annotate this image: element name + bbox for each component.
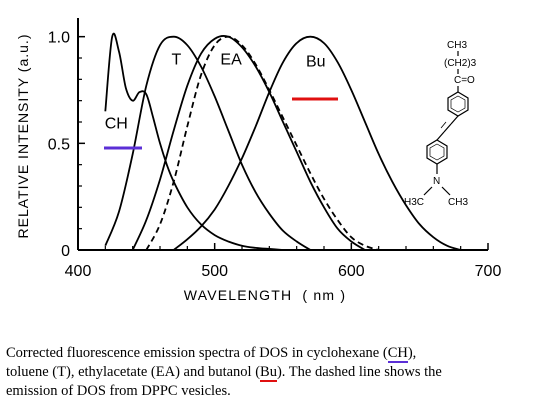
curve-label-ea: EA bbox=[220, 51, 242, 68]
caption-text: Corrected fluorescence emission spectra … bbox=[6, 345, 388, 361]
series-line-t bbox=[104, 35, 311, 251]
caption-line-3: emission of DOS from DPPC vesicles. bbox=[6, 383, 231, 399]
y-tick-label: 0 bbox=[61, 243, 70, 260]
x-tick-label: 600 bbox=[338, 263, 365, 280]
axes bbox=[77, 18, 488, 251]
bond bbox=[436, 131, 445, 141]
benzene-ring-top-inner bbox=[450, 95, 466, 113]
y-tick-label: 1.0 bbox=[48, 30, 70, 47]
curve-label-t: T bbox=[172, 51, 182, 68]
y-tick-label: 0.5 bbox=[48, 136, 70, 153]
benzene-ring-bottom-inner bbox=[429, 143, 445, 161]
figure-caption: Corrected fluorescence emission spectra … bbox=[6, 344, 554, 401]
curve-label-ch: CH bbox=[105, 115, 128, 132]
structure-ch3-top: CH3 bbox=[447, 40, 467, 51]
x-axis-title: WAVELENGTH ( nm ) bbox=[184, 287, 346, 303]
caption-bu-highlight: Bu bbox=[260, 364, 277, 382]
caption-line-1: Corrected fluorescence emission spectra … bbox=[6, 344, 554, 363]
bond bbox=[443, 123, 452, 133]
structure-carbonyl: C=O bbox=[454, 75, 475, 86]
curve-label-bu: Bu bbox=[306, 54, 326, 71]
dos-chemical-structure: CH3 (CH2)3 C=O N H3C CH3 bbox=[404, 40, 477, 208]
spectra-curves bbox=[104, 32, 461, 251]
caption-text: toluene (T), ethylacetate (EA) and butan… bbox=[6, 364, 261, 380]
x-tick-label: 700 bbox=[475, 263, 502, 280]
tick-marks bbox=[77, 35, 489, 251]
caption-text: ), bbox=[407, 345, 417, 361]
bond bbox=[450, 115, 459, 125]
emission-spectra-figure: 400 500 600 700 0 0.5 1.0 CH T EA Bu WAVELENGTH (… bbox=[15, 18, 502, 303]
series-line-dppc-vesicles bbox=[145, 35, 379, 251]
structure-ch2-chain: (CH2)3 bbox=[444, 58, 477, 69]
caption-text: ). The dashed line shows the bbox=[276, 364, 442, 380]
y-axis-title: RELATIVE INTENSITY (a.u.) bbox=[15, 34, 31, 239]
x-tick-label: 500 bbox=[201, 263, 228, 280]
bond bbox=[441, 186, 451, 196]
structure-h3c: H3C bbox=[404, 197, 424, 208]
x-tick-label: 400 bbox=[65, 263, 92, 280]
tick-labels: 400 500 600 700 0 0.5 1.0 bbox=[48, 30, 502, 280]
caption-ch-highlight: CH bbox=[387, 345, 408, 363]
bond bbox=[440, 121, 447, 129]
curve-labels: CH T EA Bu bbox=[105, 51, 326, 132]
structure-ch3-right: CH3 bbox=[448, 197, 468, 208]
caption-line-2: toluene (T), ethylacetate (EA) and butan… bbox=[6, 363, 554, 382]
series-line-ea bbox=[131, 35, 366, 251]
structure-nitrogen: N bbox=[433, 176, 440, 187]
bond bbox=[423, 186, 433, 196]
series-line-bu bbox=[173, 35, 461, 251]
series-line-ch bbox=[104, 32, 284, 251]
